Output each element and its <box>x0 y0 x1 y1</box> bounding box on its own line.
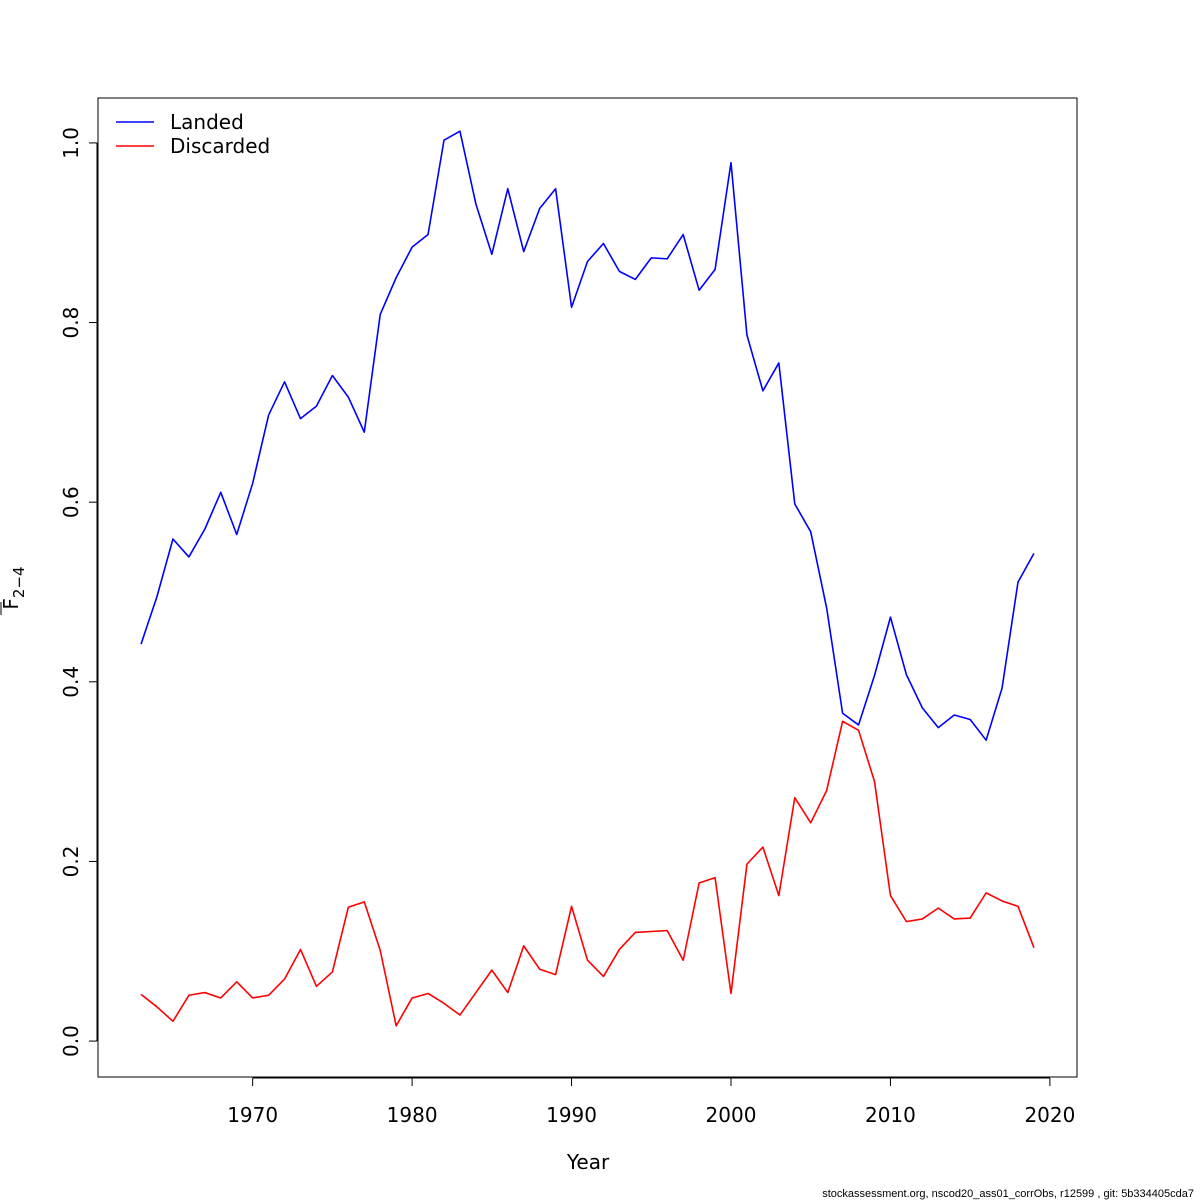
y-axis: 0.0 0.2 0.4 0.6 0.8 1.0 <box>59 127 98 1057</box>
x-tick-label: 1970 <box>227 1103 278 1127</box>
legend-label-landed: Landed <box>170 110 244 134</box>
y-tick-label: 0.6 <box>59 486 83 518</box>
y-tick-label: 0.0 <box>59 1025 83 1057</box>
y-axis-title: F2−4 <box>0 566 28 615</box>
x-tick-label: 2020 <box>1024 1103 1075 1127</box>
x-tick-label: 1990 <box>546 1103 597 1127</box>
x-axis-title: Year <box>566 1150 610 1174</box>
series-layer <box>140 130 1035 1027</box>
y-axis-title-main: F <box>0 598 23 610</box>
legend: Landed Discarded <box>116 110 270 158</box>
y-tick-label: 0.2 <box>59 846 83 878</box>
y-tick-label: 0.4 <box>59 666 83 698</box>
legend-label-discarded: Discarded <box>170 134 270 158</box>
x-tick-label: 2010 <box>865 1103 916 1127</box>
x-tick-label: 2000 <box>706 1103 757 1127</box>
series-line-discarded <box>140 720 1035 1027</box>
y-tick-label: 0.8 <box>59 307 83 339</box>
plot-frame <box>97 97 1078 1078</box>
y-axis-title-sub: 2−4 <box>10 566 28 598</box>
svg-text:F2−4: F2−4 <box>0 566 28 609</box>
x-tick-label: 1980 <box>387 1103 438 1127</box>
footer-credit: stockassessment.org, nscod20_ass01_corrO… <box>822 1188 1194 1200</box>
series-line-landed <box>140 130 1035 741</box>
y-tick-label: 1.0 <box>59 127 83 159</box>
x-axis: 1970 1980 1990 2000 2010 2020 <box>227 1077 1075 1127</box>
